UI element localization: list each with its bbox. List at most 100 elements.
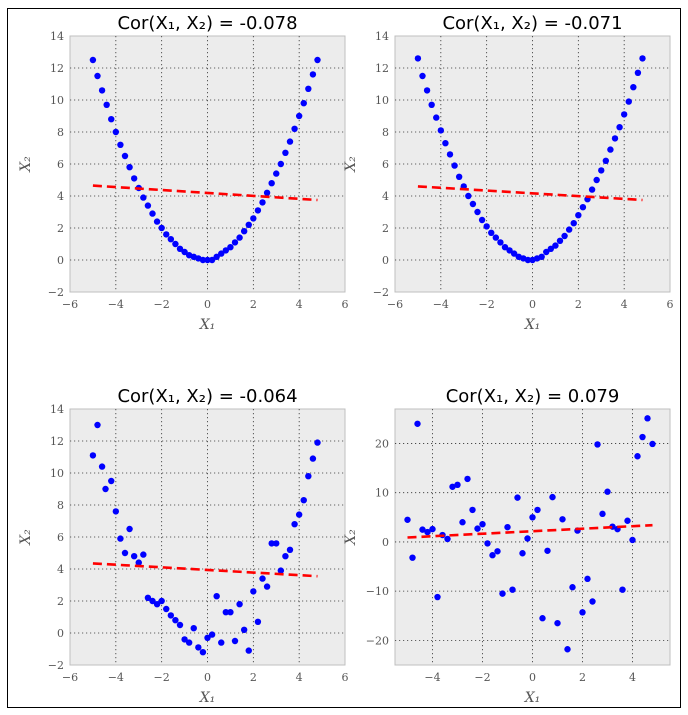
panel-2: −6 −4 −2 0 2 4 6 −2 0 2 4 6 8 10 12 14 Cor(X₁, X₂) = -0.…	[343, 13, 674, 333]
data-point	[437, 127, 445, 134]
y-tick-label: 14	[375, 30, 389, 43]
data-point	[589, 598, 596, 605]
data-point	[172, 240, 179, 248]
data-point	[140, 194, 147, 201]
data-point	[428, 101, 435, 109]
data-point	[593, 176, 600, 184]
y-tick-label: −20	[366, 634, 389, 647]
y-tick-label: 0	[382, 254, 389, 267]
y-tick-label: 10	[375, 487, 389, 500]
chart-title: Cor(X₁, X₂) = -0.064	[117, 386, 297, 407]
data-point	[121, 549, 129, 557]
data-point	[291, 521, 298, 528]
data-point	[451, 162, 458, 169]
data-point	[529, 514, 536, 521]
data-point	[204, 256, 211, 264]
x-tick-label: −2	[154, 298, 170, 311]
data-point	[584, 575, 591, 583]
data-point	[599, 510, 606, 518]
trend-line	[92, 562, 318, 578]
data-point	[524, 256, 532, 264]
data-point	[479, 521, 486, 528]
data-point	[208, 256, 216, 264]
data-point	[423, 87, 431, 94]
data-point	[459, 519, 466, 526]
data-point	[305, 473, 312, 480]
x-tick-label: 4	[629, 671, 636, 684]
data-point	[273, 540, 280, 547]
data-point	[282, 149, 289, 156]
data-point	[94, 72, 101, 80]
y-tick-label: 20	[375, 437, 389, 450]
data-point	[227, 244, 234, 251]
panel-1: −6 −4 −2 0 2 4 6 −2 0 2 4 6 8 10 12 14 Cor(X₁, X₂) = -0.…	[18, 13, 349, 333]
y-tick-label: 8	[382, 126, 389, 139]
data-point	[273, 170, 280, 177]
data-point	[469, 506, 476, 514]
y-tick-label: 6	[382, 158, 389, 171]
data-point	[607, 146, 614, 153]
data-point	[570, 220, 577, 227]
y-tick-label: 6	[57, 531, 64, 544]
data-point	[231, 637, 239, 645]
data-point	[552, 242, 559, 249]
data-point	[181, 248, 188, 256]
data-point	[594, 441, 601, 448]
x-axis-label: X₁	[524, 690, 541, 706]
chart-title: Cor(X₁, X₂) = -0.078	[117, 13, 297, 34]
data-point	[282, 553, 289, 560]
x-tick-label: −4	[108, 671, 124, 684]
data-point	[222, 609, 230, 616]
data-point	[181, 636, 188, 643]
data-point	[240, 626, 248, 633]
data-point	[286, 546, 294, 553]
y-tick-label: 4	[57, 563, 64, 576]
data-point	[295, 112, 303, 120]
data-point	[108, 477, 115, 485]
x-axis-label: X₁	[199, 317, 216, 333]
data-point	[135, 559, 142, 566]
data-point	[185, 639, 193, 646]
x-tick-label: 2	[250, 298, 257, 311]
data-point	[554, 619, 561, 627]
data-point	[158, 597, 165, 605]
data-point	[245, 221, 252, 228]
data-point	[629, 536, 636, 544]
data-point	[208, 631, 216, 638]
data-point	[510, 250, 518, 257]
data-point	[98, 87, 106, 94]
data-point	[489, 552, 496, 559]
data-point	[419, 72, 426, 80]
x-tick-label: 4	[296, 671, 303, 684]
y-tick-label: 0	[57, 254, 64, 267]
data-point	[172, 617, 179, 624]
data-point	[108, 116, 115, 123]
y-tick-label: 12	[375, 62, 389, 75]
data-point	[547, 245, 555, 252]
y-tick-label: 12	[50, 435, 64, 448]
data-point	[564, 646, 571, 653]
data-point	[474, 208, 481, 216]
data-point	[474, 525, 481, 532]
y-axis-label: X₂	[343, 156, 359, 173]
data-point	[449, 483, 456, 490]
y-tick-label: 4	[382, 190, 389, 203]
data-point	[130, 553, 138, 560]
data-point	[429, 525, 436, 533]
data-point	[144, 594, 152, 601]
y-tick-label: −2	[48, 659, 64, 672]
data-point	[488, 229, 495, 236]
data-point	[494, 548, 501, 555]
data-point	[277, 567, 285, 574]
y-tick-label: 8	[57, 499, 64, 512]
data-point	[469, 200, 477, 208]
data-point	[227, 609, 234, 616]
y-tick-label: 0	[382, 536, 389, 549]
data-point	[163, 605, 170, 613]
data-point	[509, 586, 516, 593]
y-axis-label: X₂	[18, 529, 34, 546]
data-point	[414, 420, 421, 427]
data-point	[524, 535, 531, 542]
data-point	[199, 649, 207, 656]
